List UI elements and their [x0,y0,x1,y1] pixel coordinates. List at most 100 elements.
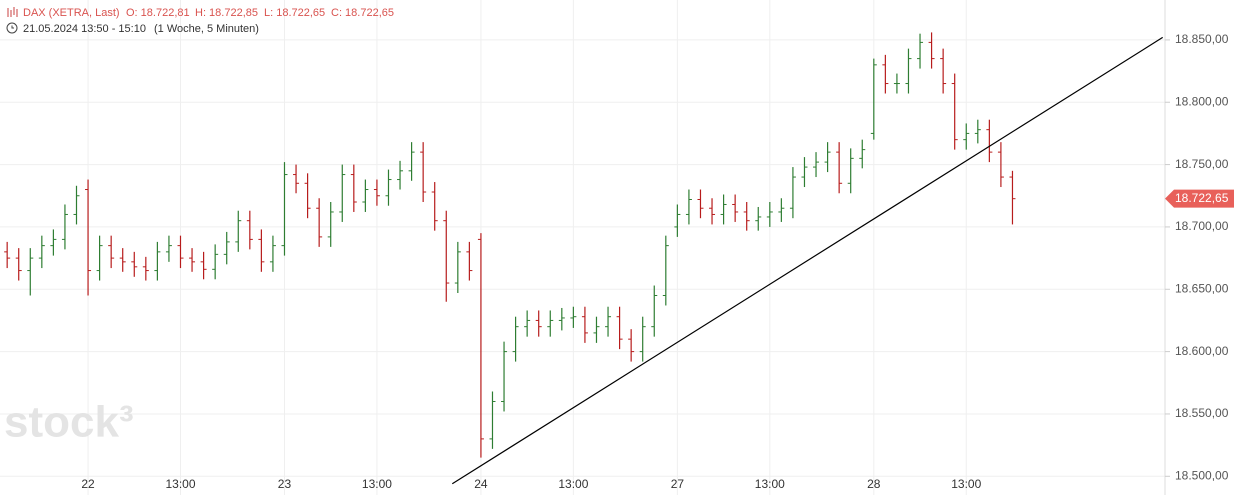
ohlc-bar [61,204,68,250]
x-tick-label: 24 [474,477,488,491]
x-tick-label: 13:00 [165,477,195,491]
header-range: (1 Woche, 5 Minuten) [154,23,259,35]
ohlc-bar [200,251,207,280]
ohlc-bar [905,48,912,94]
ohlc-bar [385,169,392,206]
ohlc-bar [605,306,612,337]
ohlc-bar [870,58,877,140]
header-icon [7,7,18,17]
y-tick-label: 18.700,00 [1175,219,1229,233]
ohlc-bar [397,160,404,190]
ohlc-bar [177,235,184,269]
ohlc-bar [223,231,230,265]
ohlc-bar [951,73,958,150]
header-high: H: 18.722,85 [195,7,258,19]
ohlc-bar [501,341,508,412]
ohlc-bar [940,48,947,94]
ohlc-bar [235,210,242,252]
ohlc-bar [593,316,600,343]
ohlc-bar [373,179,380,206]
y-tick-label: 18.800,00 [1175,94,1229,108]
ohlc-bar [778,198,785,222]
ohlc-bar [628,329,635,362]
ohlc-bar [616,306,623,350]
y-tick-label: 18.650,00 [1175,281,1229,295]
ohlc-bar [824,142,831,173]
ohlc-bar [813,152,820,178]
ohlc-bar [212,244,219,280]
ohlc-bar [801,157,808,188]
ohlc-bar [327,201,334,247]
ohlc-bar [431,182,438,231]
ohlc-bar [766,201,773,227]
last-price-tag [1165,189,1234,208]
y-tick-label: 18.500,00 [1175,468,1229,482]
ohlc-bar [73,185,80,225]
y-tick-label: 18.550,00 [1175,406,1229,420]
ohlc-bar [38,235,45,269]
ohlc-bar [4,241,11,269]
ohlc-bar [350,164,357,212]
header-close: C: 18.722,65 [331,7,394,19]
ohlc-bar [281,162,288,256]
ohlc-bar [685,189,692,225]
ohlc-bar [454,241,461,294]
ohlc-bar [362,179,369,212]
y-tick-label: 18.750,00 [1175,157,1229,171]
ohlc-bar [558,307,565,331]
ohlc-bar [847,148,854,194]
last-price-label: 18.722,65 [1175,191,1229,205]
ohlc-bar [15,248,22,281]
ohlc-bar [512,316,519,362]
ohlc-bar [27,248,34,296]
ohlc-bar [859,139,866,169]
x-tick-label: 22 [81,477,95,491]
x-tick-label: 13:00 [362,477,392,491]
ohlc-bar [142,256,149,281]
header-low: L: 18.722,65 [264,7,325,19]
ohlc-bar [96,235,103,281]
x-tick-label: 13:00 [755,477,785,491]
ohlc-bar [732,194,739,222]
ohlc-bar [316,198,323,247]
header-open: O: 18.722,81 [126,7,190,19]
ohlc-bar [651,285,658,337]
ohlc-bar [50,229,57,256]
ohlc-bar [131,251,138,277]
trend-line [451,36,1164,485]
ohlc-bar [917,33,924,69]
ohlc-bar [269,235,276,272]
ohlc-bar [535,310,542,337]
header-period: 21.05.2024 13:50 - 15:10 [23,23,146,35]
ohlc-bar [304,173,311,219]
ohlc-bar [709,198,716,225]
ohlc-bar [743,201,750,231]
ohlc-bar [1009,170,1016,225]
ohlc-bar [997,142,1004,188]
ohlc-bar [339,164,346,222]
ohlc-bar [662,235,669,306]
x-tick-label: 13:00 [951,477,981,491]
y-tick-label: 18.600,00 [1175,344,1229,358]
ohlc-bar [963,123,970,150]
ohlc-bar [489,391,496,449]
ohlc-bar [119,248,126,272]
x-tick-label: 28 [867,477,881,491]
ohlc-bar [85,179,92,296]
ohlc-bar [974,119,981,144]
ohlc-bar [570,306,577,328]
ohlc-bar [165,235,172,262]
ohlc-bar [477,233,484,458]
ohlc-bar [893,73,900,94]
ohlc-bar [547,310,554,337]
ohlc-bar [639,316,646,362]
x-tick-label: 23 [278,477,292,491]
x-tick-label: 13:00 [558,477,588,491]
plot-area [0,0,1165,495]
ohlc-bar [293,164,300,194]
ohlc-bar [408,142,415,181]
ohlc-bar [420,142,427,202]
ohlc-bar [189,248,196,272]
x-tick-label: 27 [671,477,685,491]
